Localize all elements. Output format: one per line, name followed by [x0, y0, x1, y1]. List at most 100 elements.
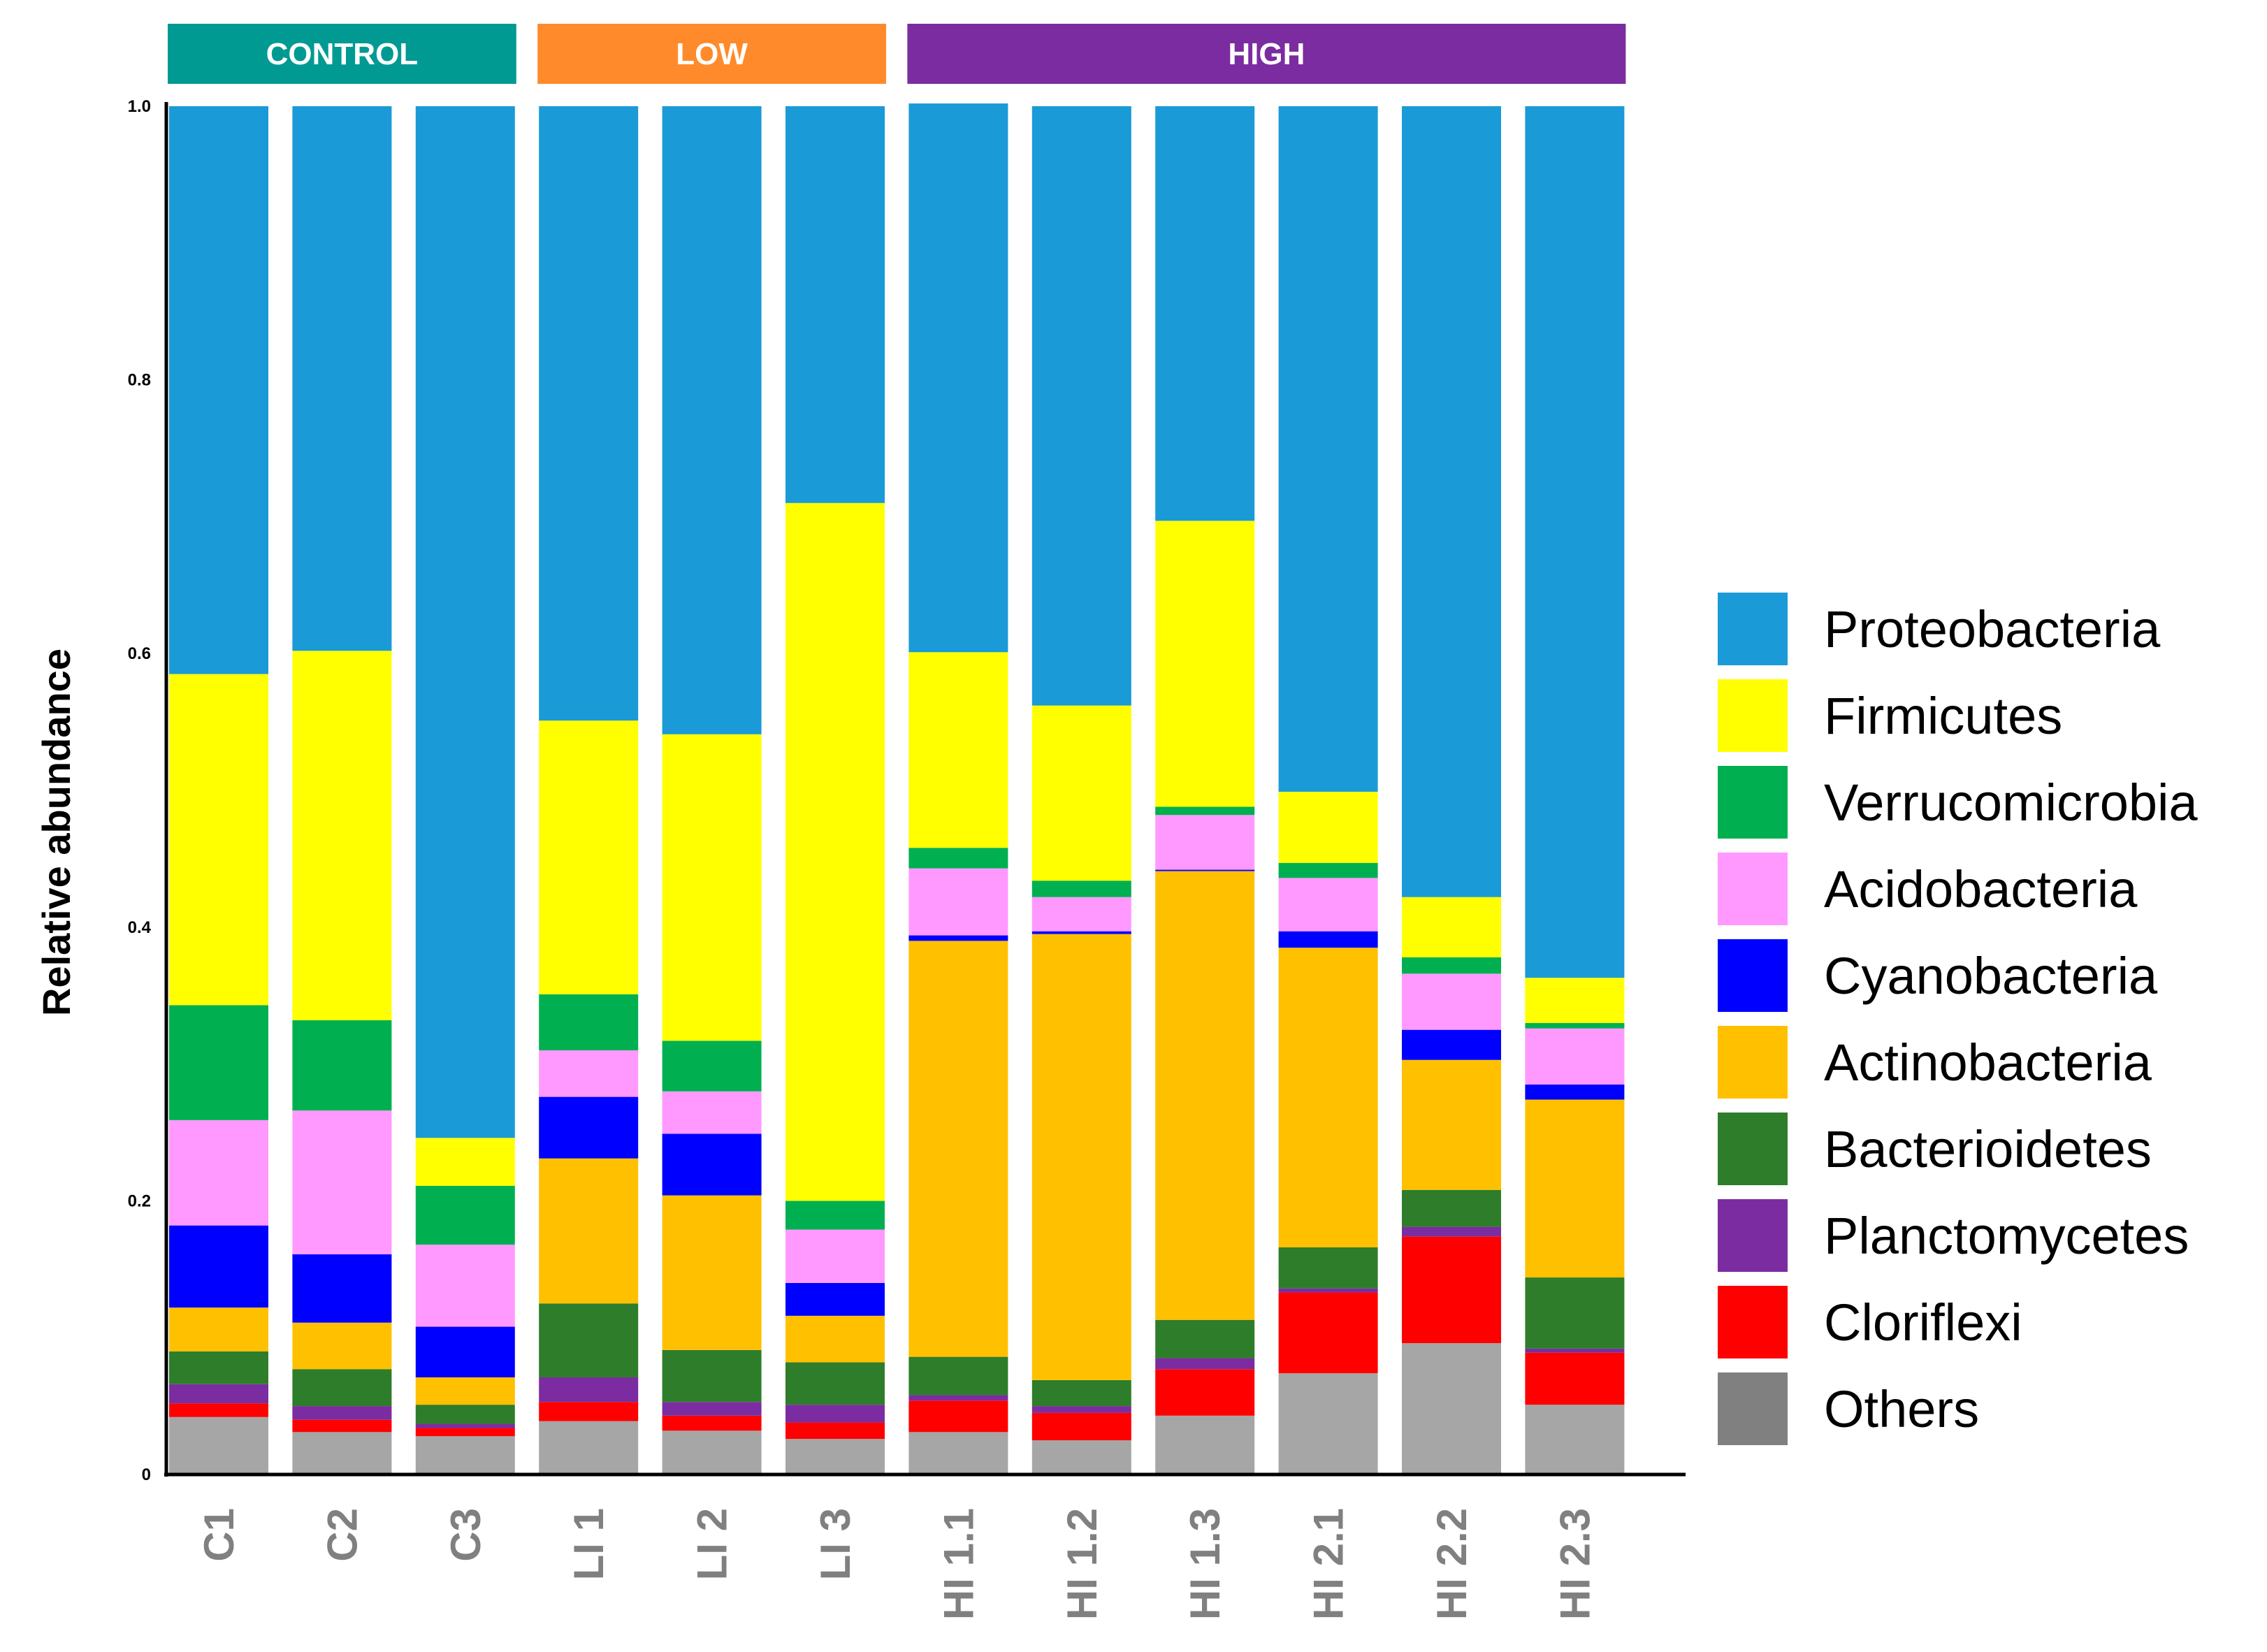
bar-stack [1402, 106, 1501, 1475]
bar-segment-acidobacteria [1402, 973, 1501, 1030]
bar-segment-acidobacteria [908, 868, 1008, 936]
bar-segment-cyanobacteria [1402, 1029, 1501, 1060]
bar-segment-proteobacteria [292, 106, 392, 651]
bar-segment-planctomycetes [292, 1406, 392, 1420]
bar-segment-actinobacteria [1402, 1059, 1501, 1190]
bar-segment-bacterioidetes [1278, 1247, 1378, 1289]
bar-segment-planctomycetes [1155, 1358, 1255, 1370]
bar-segment-cloriflexi [539, 1402, 639, 1421]
group-headers: CONTROL LOW HIGH [168, 24, 1626, 84]
legend-label: Planctomycetes [1824, 1207, 2189, 1265]
bar-segment-others [785, 1439, 885, 1475]
legend-label: Cloriflexi [1824, 1294, 2022, 1352]
bar-segment-cloriflexi [169, 1403, 268, 1417]
legend-item: Planctomycetes [1718, 1199, 2189, 1272]
bar-segment-firmicutes [1402, 897, 1501, 957]
bar-segment-acidobacteria [539, 1050, 639, 1097]
bar-segment-verrucomicrobia [1155, 806, 1255, 816]
y-axis-title: Relative abundance [34, 649, 78, 1016]
bar-stack [415, 106, 515, 1475]
bar-segment-others [1278, 1373, 1378, 1475]
bar-segment-acidobacteria [1031, 897, 1131, 932]
group-header: HIGH [907, 24, 1626, 84]
y-tick-label: 0.2 [128, 1191, 151, 1210]
bar-segment-others [1155, 1415, 1255, 1475]
legend-swatch [1718, 593, 1788, 665]
bar-segment-proteobacteria [662, 106, 762, 734]
bar-segment-cyanobacteria [1525, 1084, 1625, 1100]
x-category-label: HI 2.3 [1551, 1508, 1598, 1620]
legend-swatch [1718, 766, 1788, 839]
bar-segment-acidobacteria [662, 1091, 762, 1134]
bar-segment-firmicutes [415, 1138, 515, 1186]
bar-segment-bacterioidetes [539, 1303, 639, 1377]
bar-segment-cloriflexi [1525, 1352, 1625, 1405]
bar-segment-bacterioidetes [169, 1351, 268, 1384]
x-category-label: LI 3 [812, 1508, 859, 1580]
bar-segment-actinobacteria [1031, 934, 1131, 1380]
legend-swatch [1718, 1026, 1788, 1099]
bar-segment-planctomycetes [1525, 1348, 1625, 1353]
bar-segment-planctomycetes [1402, 1226, 1501, 1237]
legend-item: Actinobacteria [1718, 1026, 2152, 1099]
bar-segment-bacterioidetes [1155, 1319, 1255, 1358]
bar-segment-actinobacteria [539, 1158, 639, 1304]
legend-swatch [1718, 1113, 1788, 1185]
bar-stack [1031, 106, 1131, 1475]
bar-segment-others [1031, 1440, 1131, 1475]
bar-segment-planctomycetes [169, 1384, 268, 1404]
bar-segment-cyanobacteria [1031, 931, 1131, 934]
bar-stack [292, 106, 392, 1475]
bar-segment-bacterioidetes [292, 1369, 392, 1407]
bar-segment-cloriflexi [908, 1400, 1008, 1433]
bar-segment-cloriflexi [662, 1415, 762, 1431]
bar-segment-proteobacteria [169, 106, 268, 674]
bar-segment-planctomycetes [908, 1395, 1008, 1401]
bar-segment-firmicutes [169, 674, 268, 1006]
bar-segment-cloriflexi [292, 1419, 392, 1433]
group-header-label: HIGH [1228, 37, 1305, 71]
x-category-label: HI 2.2 [1428, 1508, 1475, 1620]
bar-segment-cyanobacteria [292, 1254, 392, 1323]
bar-segment-actinobacteria [785, 1315, 885, 1363]
bar-segment-cyanobacteria [662, 1133, 762, 1196]
legend-item: Proteobacteria [1718, 593, 2161, 665]
x-category-label: C3 [442, 1508, 489, 1562]
bar-segment-verrucomicrobia [169, 1005, 268, 1120]
legend-swatch [1718, 1286, 1788, 1358]
bar-segment-actinobacteria [292, 1322, 392, 1370]
group-header-banner [537, 24, 886, 84]
bar-segment-others [415, 1436, 515, 1475]
bar-segment-firmicutes [292, 651, 392, 1020]
legend-label: Proteobacteria [1824, 600, 2161, 658]
bar-segment-bacterioidetes [785, 1362, 885, 1405]
bar-segment-actinobacteria [662, 1195, 762, 1350]
bar-segment-cyanobacteria [1155, 869, 1255, 871]
bar-segment-acidobacteria [169, 1120, 268, 1226]
bar-stack [169, 106, 268, 1475]
bar-segment-verrucomicrobia [908, 848, 1008, 869]
bar-segment-firmicutes [1031, 705, 1131, 881]
bar-segment-proteobacteria [415, 106, 515, 1138]
bar-segment-actinobacteria [1525, 1099, 1625, 1278]
bar-segment-cloriflexi [415, 1428, 515, 1437]
bar-segment-proteobacteria [1278, 106, 1378, 792]
bar-segment-cyanobacteria [415, 1326, 515, 1377]
bar-segment-firmicutes [539, 720, 639, 994]
bar-segment-others [169, 1416, 268, 1475]
bar-segment-firmicutes [1525, 978, 1625, 1023]
group-header-label: CONTROL [266, 37, 419, 71]
bar-segment-verrucomicrobia [785, 1201, 885, 1230]
bar-segment-planctomycetes [415, 1423, 515, 1428]
y-tick-label: 0.6 [128, 644, 151, 663]
bar-segment-acidobacteria [415, 1245, 515, 1327]
bar-segment-bacterioidetes [1402, 1189, 1501, 1227]
y-tick-label: 1.0 [128, 97, 151, 116]
bar-segment-proteobacteria [1402, 106, 1501, 897]
bar-segment-verrucomicrobia [539, 994, 639, 1051]
legend-item: Cloriflexi [1718, 1286, 2022, 1358]
bar-segment-proteobacteria [908, 103, 1008, 653]
legend-item: Cyanobacteria [1718, 939, 2158, 1012]
bar-segment-proteobacteria [1031, 106, 1131, 706]
bar-segment-others [539, 1421, 639, 1475]
